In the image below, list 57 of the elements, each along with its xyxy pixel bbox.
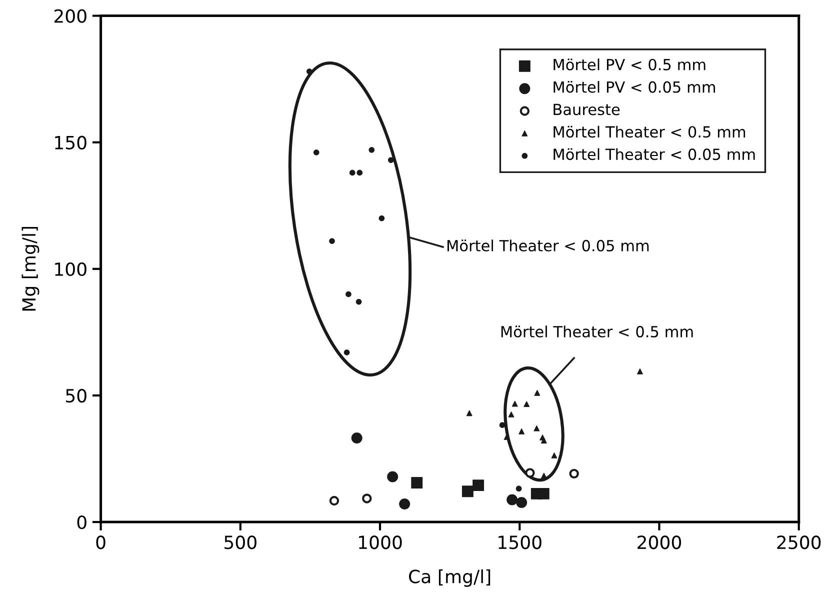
y-tick-label: 50 bbox=[66, 388, 86, 403]
point bbox=[329, 238, 335, 244]
point bbox=[540, 438, 547, 444]
legend-label: Mörtel Theater < 0.5 mm bbox=[554, 126, 746, 138]
point bbox=[516, 497, 528, 508]
point bbox=[466, 410, 472, 416]
point bbox=[362, 494, 372, 504]
legend-label: Mörtel PV < 0.05 mm bbox=[554, 80, 715, 93]
x-tick-label: 1500 bbox=[498, 536, 542, 550]
x-tick-label: 1000 bbox=[359, 536, 402, 550]
y-axis-title: Mg [mg/l] bbox=[22, 226, 40, 311]
point bbox=[524, 401, 530, 408]
point bbox=[569, 468, 579, 479]
legend-label: Mörtel Theater < 0.05 mm bbox=[554, 148, 755, 160]
point bbox=[329, 496, 340, 506]
point bbox=[462, 486, 474, 498]
annotation: Mörtel Theater < 0.5 mm bbox=[501, 326, 693, 338]
point bbox=[534, 425, 540, 432]
point bbox=[306, 68, 312, 74]
y-tick-label: 100 bbox=[55, 262, 86, 276]
x-axis-title: Ca [mg/l] bbox=[409, 569, 490, 587]
point bbox=[368, 146, 375, 153]
legend-label: Mörtel PV < 0.5 mm bbox=[554, 58, 706, 70]
point bbox=[506, 494, 518, 506]
x-tick-label: 2500 bbox=[777, 536, 821, 550]
point bbox=[538, 488, 550, 500]
x-tick-label: 0 bbox=[96, 536, 106, 550]
y-tick-label: 0 bbox=[77, 515, 86, 530]
point bbox=[512, 400, 518, 407]
point bbox=[525, 468, 535, 478]
point bbox=[516, 486, 522, 492]
x-tick-label: 2000 bbox=[638, 536, 682, 550]
point bbox=[637, 368, 643, 374]
point bbox=[356, 170, 363, 176]
point bbox=[518, 428, 525, 434]
x-tick-label: 500 bbox=[224, 536, 256, 550]
point bbox=[313, 150, 320, 156]
point bbox=[344, 349, 350, 356]
annotation: Mörtel Theater < 0.05 mm bbox=[448, 240, 649, 252]
point bbox=[540, 472, 547, 479]
point bbox=[378, 215, 385, 222]
point bbox=[472, 480, 484, 492]
point bbox=[351, 432, 362, 444]
point bbox=[388, 157, 394, 164]
point bbox=[499, 422, 506, 428]
point bbox=[356, 298, 362, 305]
point bbox=[508, 411, 514, 418]
y-tick-label: 150 bbox=[55, 136, 86, 150]
y-tick-label: 200 bbox=[54, 9, 86, 23]
point bbox=[399, 498, 410, 510]
point bbox=[411, 477, 423, 489]
point bbox=[551, 452, 558, 458]
point bbox=[387, 471, 398, 482]
point bbox=[346, 291, 352, 298]
legend-label: Baureste bbox=[554, 104, 620, 116]
point bbox=[349, 170, 356, 176]
point bbox=[534, 390, 540, 396]
